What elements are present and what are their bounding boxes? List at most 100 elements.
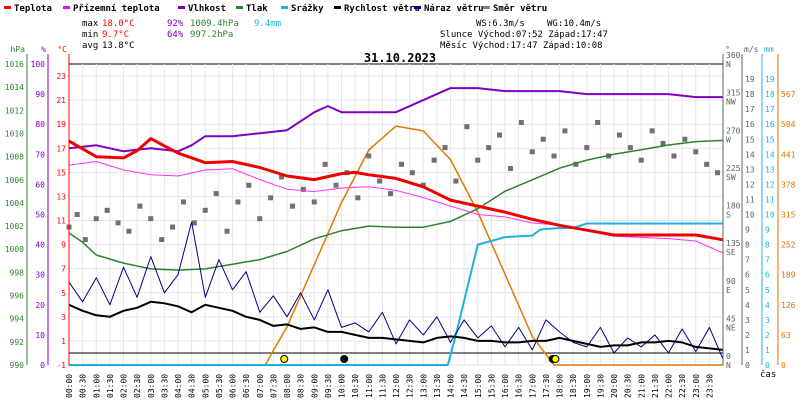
- humidity-tick-label: 50: [35, 211, 45, 220]
- wind-tick-label: 4: [745, 301, 750, 310]
- direction-tick-label: E: [726, 286, 731, 295]
- wind-direction-point: [660, 140, 666, 146]
- temperature-tick-label: 9: [61, 241, 66, 250]
- direction-tick-label: W: [726, 135, 731, 144]
- wind-tick-label: 15: [745, 135, 755, 144]
- x-tick-label: 16:00: [501, 374, 510, 398]
- x-tick-label: 13:00: [419, 374, 428, 398]
- rain-tick-label: 11: [765, 195, 775, 204]
- pressure-tick-label: 1004: [5, 199, 24, 208]
- x-tick-label: 12:00: [392, 374, 401, 398]
- pressure-tick-label: 1000: [5, 245, 24, 254]
- direction-tick-label: N: [726, 361, 731, 370]
- wind-direction-point: [104, 207, 110, 213]
- wind-tick-label: 3: [745, 316, 750, 325]
- plot-area: [66, 63, 724, 366]
- sun-marker-icon: [551, 355, 560, 363]
- x-tick-label: 09:30: [324, 374, 333, 398]
- humidity-tick-label: 0: [40, 361, 45, 370]
- direction-tick-label: S: [726, 211, 731, 220]
- direction-tick-value: 0: [726, 352, 731, 361]
- wind-direction-point: [366, 153, 372, 159]
- direction-tick-value: 90: [726, 277, 736, 286]
- x-tick-label: 04:00: [174, 374, 183, 398]
- x-tick-label: 11:30: [378, 374, 387, 398]
- rain-tick-label: 17: [765, 105, 775, 114]
- wind-direction-point: [213, 191, 219, 197]
- moon-times: Měsíc Východ:17:47 Západ:10:08: [440, 41, 603, 51]
- max-humidity: 92%: [167, 19, 184, 29]
- x-tick-label: 05:30: [215, 374, 224, 398]
- wind-tick-label: 8: [745, 241, 750, 250]
- x-tick-label: 22:00: [665, 374, 674, 398]
- wind-direction-point: [279, 174, 285, 180]
- wind-direction-point: [235, 199, 241, 205]
- wind-direction-point: [148, 216, 154, 222]
- legend-label: Tlak: [246, 4, 268, 14]
- wind-direction-point: [74, 212, 80, 217]
- legend-label: Teplota: [14, 4, 52, 14]
- wind-direction-point: [322, 161, 328, 167]
- temperature-unit: °C: [57, 45, 67, 54]
- x-tick-label: 23:30: [705, 374, 714, 398]
- wind-direction-point: [377, 178, 383, 184]
- temperature-tick-label: 17: [56, 144, 66, 153]
- wind-tick-label: 0: [745, 361, 750, 370]
- wind-direction-point: [126, 228, 132, 234]
- wind-direction-point: [246, 182, 252, 188]
- wind-tick-label: 16: [745, 120, 755, 129]
- wind-direction-point: [300, 186, 306, 192]
- humidity-tick-label: 20: [35, 301, 45, 310]
- solar-tick-label: 126: [781, 301, 796, 310]
- axes: 00:00 00:30 01:00 01:30 02:00 02:30 03:00 03:30…: [5, 45, 796, 398]
- humidity-tick-label: 100: [31, 60, 46, 69]
- x-tick-label: 12:30: [406, 374, 415, 398]
- x-tick-label: 22:30: [678, 374, 687, 398]
- wind-direction-point: [388, 191, 394, 197]
- max-temp: 18.0°C: [102, 19, 135, 29]
- wind-direction-point: [649, 128, 655, 134]
- legend: Teplota Přízemní teplota Vlhkost Tlak Srážky…: [4, 3, 547, 14]
- pressure-unit: hPa: [11, 45, 26, 54]
- wind-direction-point: [540, 136, 546, 142]
- legend-swatch: [414, 6, 421, 9]
- temperature-tick-label: 15: [56, 168, 66, 177]
- x-tick-label: 18:00: [556, 374, 565, 398]
- direction-tick-value: 225: [726, 164, 741, 173]
- rain-tick-label: 2: [765, 331, 770, 340]
- temperature-tick-label: 5: [61, 289, 66, 298]
- series-line-teplota: [68, 137, 724, 242]
- x-tick-label: 17:30: [542, 374, 551, 398]
- pressure-tick-label: 1012: [5, 106, 24, 115]
- wind-direction-point: [518, 120, 524, 126]
- series-line-naraz-vetru: [68, 221, 724, 360]
- wind-tick-label: 2: [745, 331, 750, 340]
- pressure-tick-label: 996: [10, 292, 25, 301]
- x-tick-label: 17:00: [528, 374, 537, 398]
- x-tick-label: 05:00: [201, 374, 210, 398]
- legend-swatch: [483, 6, 490, 9]
- rain-tick-label: 7: [765, 256, 770, 265]
- humidity-tick-label: 90: [35, 90, 45, 99]
- x-tick-label: 04:30: [188, 374, 197, 398]
- pressure-tick-label: 1002: [5, 222, 24, 231]
- avg-label: avg: [82, 41, 98, 51]
- temperature-tick-label: 7: [61, 265, 66, 274]
- pressure-tick-label: 992: [10, 338, 25, 347]
- x-tick-label: 08:00: [283, 374, 292, 398]
- legend-swatch: [4, 6, 11, 9]
- rain-tick-label: 14: [765, 150, 775, 159]
- direction-tick-value: 180: [726, 202, 741, 211]
- wind-direction-point: [584, 145, 590, 151]
- wind-direction-point: [431, 157, 437, 163]
- wind-tick-label: 19: [745, 75, 755, 84]
- wind-direction-point: [486, 145, 492, 151]
- wind-tick-label: 12: [745, 180, 755, 189]
- wind-unit: m/s: [744, 45, 759, 54]
- wind-direction-point: [693, 149, 699, 155]
- wind-direction-point: [682, 136, 688, 142]
- x-tick-label: 11:00: [365, 374, 374, 398]
- humidity-tick-label: 80: [35, 120, 45, 129]
- stats-panel: max 18.0°C 92% 1009.4hPa 9.4mm min 9.7°C…: [82, 19, 608, 51]
- wind-tick-label: 18: [745, 90, 755, 99]
